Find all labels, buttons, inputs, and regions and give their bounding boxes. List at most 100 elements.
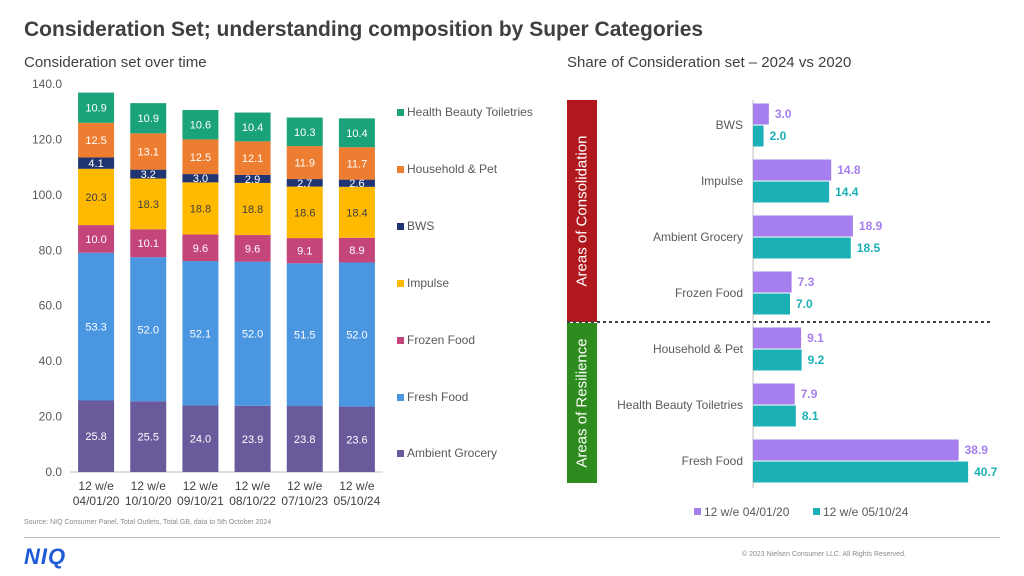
bar-segment xyxy=(286,186,323,239)
y-tick-label: 120.0 xyxy=(32,132,62,146)
page-title: Consideration Set; understanding composi… xyxy=(24,18,704,41)
bar-value-label: 52.0 xyxy=(138,324,159,336)
bar-segment xyxy=(78,400,115,472)
bar-value-label: 52.1 xyxy=(190,328,211,340)
bar-value-label: 23.9 xyxy=(242,434,263,446)
bar-segment xyxy=(286,179,323,187)
y-tick-label: 40.0 xyxy=(39,354,63,368)
group-panel-areas-of-resilience xyxy=(567,323,597,483)
bar xyxy=(753,293,790,315)
legend-swatch xyxy=(397,166,404,173)
bar-segment xyxy=(78,92,115,123)
bar-value-label: 53.3 xyxy=(85,322,106,334)
bar-value-label: 18.6 xyxy=(294,207,315,219)
bar xyxy=(753,237,851,259)
bar xyxy=(753,125,764,147)
bar-segment xyxy=(234,141,271,175)
bar xyxy=(753,405,796,427)
category-label: Frozen Food xyxy=(675,286,743,300)
bar xyxy=(753,461,969,483)
x-tick-label: 08/10/22 xyxy=(229,494,276,508)
bar-value-label: 24.0 xyxy=(190,434,211,446)
x-tick-label: 05/10/24 xyxy=(334,494,381,508)
bar-segment xyxy=(130,257,167,402)
legend-label-impulse: Impulse xyxy=(407,276,449,290)
bar-segment xyxy=(234,261,271,406)
bar-value-label: 12.5 xyxy=(190,152,211,164)
bar-segment xyxy=(338,406,375,472)
bar-value-label: 18.5 xyxy=(857,241,881,255)
bar-value-label: 14.8 xyxy=(837,163,861,177)
bar-value-label: 20.3 xyxy=(85,192,106,204)
bar-segment xyxy=(338,262,375,407)
bar-value-label: 2.6 xyxy=(349,178,364,190)
x-tick-label: 12 w/e xyxy=(183,479,219,493)
left-chart-subtitle: Consideration set over time xyxy=(24,54,207,71)
bar-segment xyxy=(182,139,219,175)
legend-swatch xyxy=(813,508,820,515)
bar-segment xyxy=(182,405,219,472)
legend-swatch xyxy=(694,508,701,515)
legend-swatch xyxy=(397,280,404,287)
copyright-text: © 2023 Nielsen Consumer LLC. All Rights … xyxy=(742,551,906,558)
bar xyxy=(753,215,853,237)
bar-value-label: 4.1 xyxy=(88,158,103,170)
group-panel-areas-of-consolidation xyxy=(567,100,597,322)
x-tick-label: 10/10/20 xyxy=(125,494,172,508)
y-tick-label: 60.0 xyxy=(39,299,63,313)
bar-value-label: 8.1 xyxy=(802,409,819,423)
bar-segment xyxy=(78,225,115,253)
group-label-areas-of-resilience: Areas of Resilience xyxy=(574,338,591,467)
bar xyxy=(753,327,802,349)
x-tick-label: 07/10/23 xyxy=(281,494,328,508)
bar-value-label: 10.9 xyxy=(138,113,159,125)
x-tick-label: 12 w/e xyxy=(131,479,167,493)
bar-value-label: 10.4 xyxy=(346,128,367,140)
legend-label-fresh-food: Fresh Food xyxy=(407,390,468,404)
bar-value-label: 3.0 xyxy=(193,173,208,185)
bar-segment xyxy=(182,261,219,406)
category-label: Ambient Grocery xyxy=(653,230,743,244)
bar xyxy=(753,271,792,293)
legend-swatch xyxy=(397,109,404,116)
bar-value-label: 9.1 xyxy=(297,246,312,258)
bar-segment xyxy=(182,234,219,262)
bar-value-label: 10.4 xyxy=(242,122,263,134)
bar-value-label: 2.7 xyxy=(297,178,312,190)
bar-value-label: 14.4 xyxy=(835,185,859,199)
category-label: Fresh Food xyxy=(682,454,743,468)
category-label: BWS xyxy=(716,118,743,132)
bar-value-label: 2.9 xyxy=(245,174,260,186)
bar-value-label: 38.9 xyxy=(965,443,989,457)
bar-segment xyxy=(234,174,271,183)
bar-value-label: 8.9 xyxy=(349,245,364,257)
bar-segment xyxy=(130,401,167,472)
right-chart-subtitle: Share of Consideration set – 2024 vs 202… xyxy=(567,54,852,71)
bar-segment xyxy=(130,133,167,170)
bar-value-label: 9.1 xyxy=(807,331,824,345)
bar-value-label: 52.0 xyxy=(346,330,367,342)
category-label: Household & Pet xyxy=(653,342,744,356)
bar xyxy=(753,103,769,125)
bar-value-label: 9.2 xyxy=(808,353,825,367)
bar-segment xyxy=(338,147,375,180)
bar-segment xyxy=(78,252,115,401)
bar-value-label: 23.6 xyxy=(346,434,367,446)
bar-segment xyxy=(286,406,323,472)
legend-label-12-w-e-05-10-24: 12 w/e 05/10/24 xyxy=(823,505,909,519)
bar-value-label: 7.3 xyxy=(798,275,815,289)
bar-segment xyxy=(338,179,375,187)
x-tick-label: 09/10/21 xyxy=(177,494,224,508)
bar-segment xyxy=(130,169,167,179)
bar-value-label: 25.5 xyxy=(138,432,159,444)
bar-segment xyxy=(338,237,375,263)
bar-value-label: 7.0 xyxy=(796,297,813,311)
group-label-areas-of-consolidation: Areas of Consolidation xyxy=(574,136,591,287)
bar-segment xyxy=(286,117,323,147)
legend-swatch xyxy=(397,394,404,401)
category-label: Health Beauty Toiletries xyxy=(617,398,743,412)
legend-label-bws: BWS xyxy=(407,219,434,233)
bar-segment xyxy=(338,186,375,238)
bar-segment xyxy=(338,118,375,148)
